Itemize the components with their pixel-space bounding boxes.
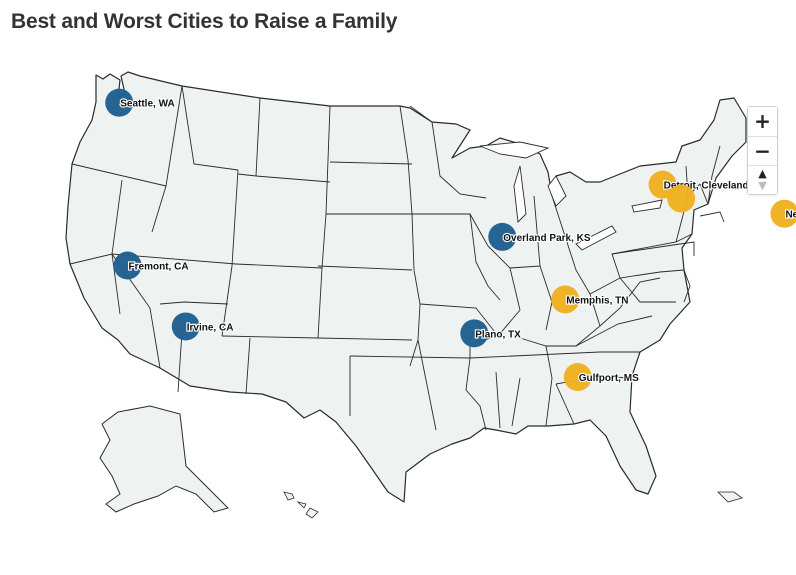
state-borders (69, 85, 725, 431)
city-label: Plano, TX (475, 329, 521, 340)
city-label: Fremont, CA (129, 261, 189, 272)
city-marker-gulfport-ms[interactable] (563, 363, 592, 392)
city-label: Overland Park, KS (503, 233, 591, 244)
us-map[interactable]: Seattle, WA Fremont, CA Irvine, CA Overland… (0, 46, 796, 575)
zoom-control[interactable]: + − ▲ ▼ (747, 106, 778, 195)
city-marker-irvine-ca[interactable] (171, 312, 200, 341)
south-arrow-icon: ▼ (758, 179, 767, 192)
city-markers[interactable]: Seattle, WA Fremont, CA Irvine, CA Overland… (105, 88, 796, 392)
zoom-out-button[interactable]: − (748, 136, 777, 165)
city-label: Newark, NJ (785, 210, 796, 221)
city-marker-unlabeled-6[interactable] (667, 184, 696, 213)
city-marker-memphis-tn[interactable] (551, 285, 580, 314)
city-label: Memphis, TN (566, 295, 628, 306)
city-marker-fremont-ca[interactable] (113, 251, 142, 280)
city-label: Irvine, CA (187, 322, 234, 333)
city-label: Gulfport, MS (579, 373, 639, 384)
city-marker-plano-tx[interactable] (460, 319, 489, 348)
map-area[interactable]: Seattle, WA Fremont, CA Irvine, CA Overland… (0, 46, 796, 575)
zoom-in-button[interactable]: + (748, 107, 777, 136)
reset-north-button[interactable]: ▲ ▼ (748, 165, 777, 194)
land-layer (65, 71, 747, 519)
map-title: Best and Worst Cities to Raise a Family (11, 10, 398, 33)
city-label: Seattle, WA (120, 99, 174, 110)
city-marker-seattle-wa[interactable] (105, 88, 134, 117)
north-arrow-icon: ▲ (758, 167, 767, 180)
city-marker-newark-nj[interactable] (770, 199, 796, 228)
city-marker-overland-park-ks[interactable] (488, 222, 517, 251)
